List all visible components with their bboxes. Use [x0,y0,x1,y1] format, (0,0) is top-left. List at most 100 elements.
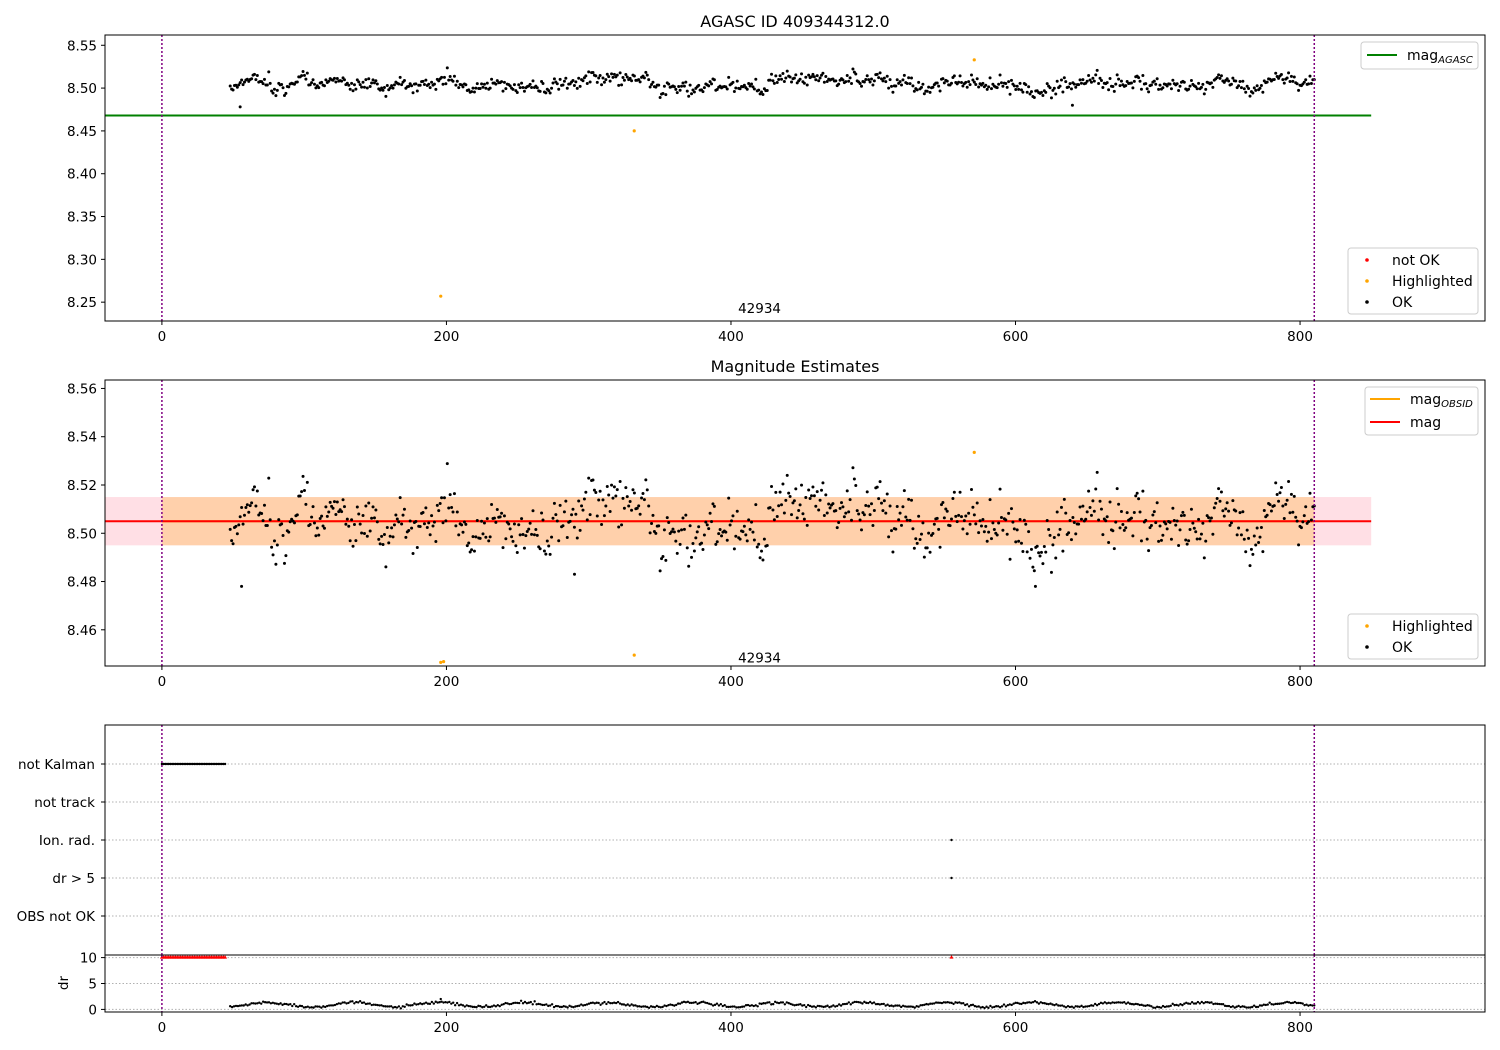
ok-point [951,497,955,501]
ok-point [508,84,512,88]
ok-point [597,498,601,502]
ok-point [854,483,858,487]
dr-point [744,1003,748,1007]
ok-point [697,525,701,529]
ok-point [572,83,576,87]
ok-point [741,530,745,534]
dr-point [434,1000,437,1003]
dr-point [271,1001,275,1004]
ok-point [1033,584,1037,588]
dr-point [1297,1001,1300,1005]
dr-point [1208,1001,1211,1004]
ok-point [1279,486,1283,490]
ok-point [828,506,832,510]
ok-point [662,528,666,532]
dr-point [791,1003,794,1006]
dr-point [824,1005,827,1008]
ok-point [342,505,346,509]
dr-point [283,1002,286,1006]
ok-point [1245,84,1249,88]
dr-point [1043,1002,1046,1005]
ok-point [255,73,259,77]
ok-point [595,514,599,518]
dr-point [1167,1005,1171,1008]
ok-point [351,544,355,548]
dr-point [1059,1004,1062,1007]
ok-point [1285,76,1289,80]
ok-point [715,87,719,91]
ok-point [1189,507,1193,511]
ok-point [1197,81,1201,85]
ok-point [748,527,752,531]
ok-point [558,503,562,507]
dr-point [642,1005,645,1008]
dr-point [729,1005,732,1008]
ok-point [1222,514,1226,518]
ok-point [988,498,992,502]
ok-point [347,524,351,528]
ok-point [377,537,381,541]
ok-point [1145,537,1149,541]
ok-point [1115,73,1119,77]
dr-point [1016,1001,1019,1005]
ok-point [522,546,526,550]
ok-point [804,75,808,79]
ok-point [271,553,275,557]
dr-point [886,1003,889,1006]
ok-point [617,525,621,529]
dr-point [1262,1003,1266,1006]
dr-point [279,1002,282,1005]
ok-point [1304,78,1308,82]
dr-point [358,999,362,1003]
flag-point [203,762,206,766]
ok-point [384,565,388,569]
ok-point [340,79,344,83]
ok-point [774,490,778,494]
ok-point [478,87,482,91]
ok-point [1057,533,1061,537]
ok-point [397,520,401,524]
ok-point [644,70,648,74]
ok-point [999,516,1003,520]
ok-point [817,508,821,512]
ok-point [612,72,616,76]
ok-point [1215,496,1219,500]
ok-point [992,527,996,531]
ok-point [667,521,671,525]
ok-point [302,73,306,77]
dr-point [1105,1002,1108,1005]
ok-point [972,513,976,517]
dr-point [1047,1002,1050,1006]
ok-point [895,505,899,509]
dr-point [547,1004,550,1008]
panel2-legend-bottom: Highlighted OK [1347,613,1479,660]
ok-point [1027,530,1031,534]
flag-point [186,762,189,766]
ok-point [727,75,731,79]
ok-point [431,524,435,528]
dr-point [440,1000,443,1003]
ok-point [1017,87,1021,91]
ok-point [335,77,339,81]
dr-point [973,1004,977,1008]
ok-point [662,84,666,88]
ok-point [467,541,471,545]
ok-point [408,519,412,523]
ok-point [571,79,575,83]
ok-point [894,527,898,531]
dr-point [591,1001,595,1004]
ok-point [747,518,751,522]
ok-point [594,490,598,494]
ok-point [1139,87,1143,91]
ok-point [364,78,368,82]
dr-point [428,1002,432,1006]
flag-point [165,762,169,766]
ok-point [864,77,868,81]
ok-point [1219,74,1223,78]
ok-point [401,513,405,517]
ok-point [545,539,549,543]
dr-point [364,1002,368,1006]
ok-point [257,513,261,517]
ok-point [1171,78,1175,82]
flag-category-label: Ion. rad. [39,833,95,849]
